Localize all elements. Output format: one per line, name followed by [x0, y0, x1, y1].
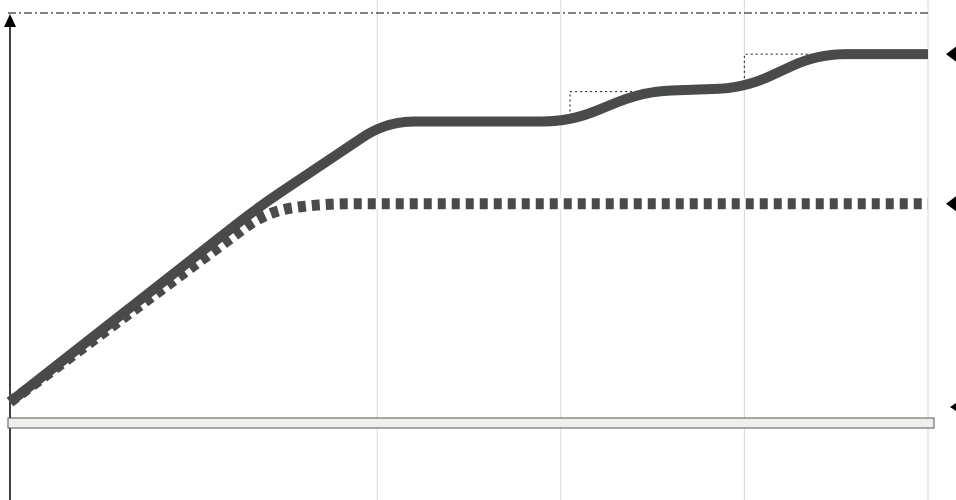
series-2-end-arrowhead	[946, 195, 956, 213]
timeline-bar	[8, 418, 934, 428]
y-axis-arrowhead	[4, 14, 16, 27]
series-2-line	[10, 204, 928, 402]
series-lines	[10, 54, 928, 402]
series-1-line	[10, 54, 928, 402]
timeline-end-arrowhead	[950, 403, 956, 411]
series-1-end-arrowhead	[946, 45, 956, 63]
series-end-markers	[946, 45, 956, 411]
